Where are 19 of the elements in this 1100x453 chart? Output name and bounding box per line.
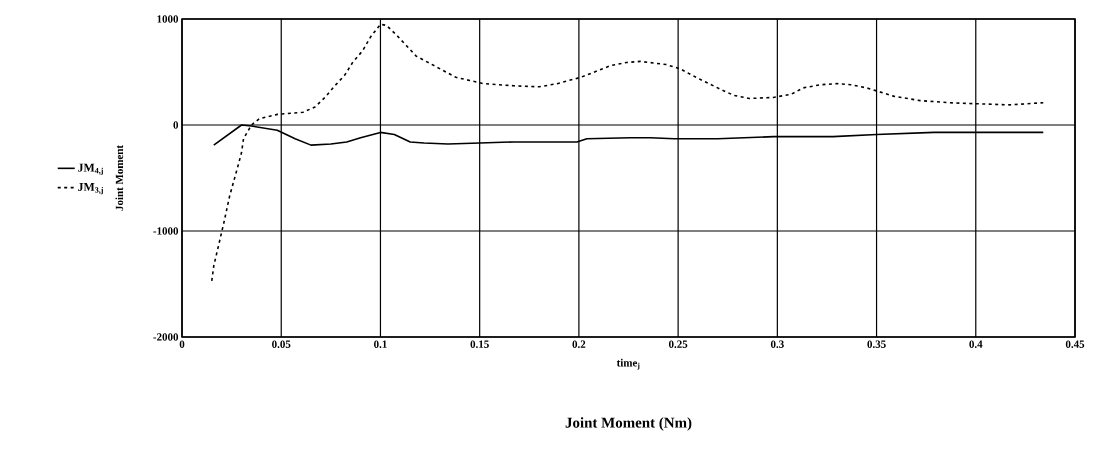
x-tick-label: 0.4	[969, 340, 983, 348]
x-tick-label: 0.1	[374, 340, 387, 348]
y-tick-label: -2000	[153, 333, 179, 341]
y-tick-label: 0	[173, 121, 179, 129]
y-tick-label: -1000	[153, 227, 179, 235]
x-tick-label: 0.35	[867, 340, 886, 348]
y-axis-title: Joint Moment	[115, 145, 124, 211]
x-tick-label: 0.25	[668, 340, 688, 348]
x-tick-label: 0	[179, 340, 185, 348]
legend-label: JM$_{4,j}$	[78, 163, 103, 175]
x-tick-label: 0.2	[572, 340, 586, 348]
legend-label: JM$_{3,j}$	[78, 182, 103, 195]
y-tick-label: 1000	[157, 15, 179, 23]
x-tick-label: 0.15	[470, 340, 489, 348]
x-tick-label: 0.3	[770, 340, 784, 348]
x-axis-title: time$_{j}$	[616, 358, 640, 370]
x-tick-label: 0.45	[1065, 340, 1085, 348]
text: Joint Moment (Nm)	[565, 417, 692, 431]
x-tick-label: 0.05	[272, 340, 291, 348]
